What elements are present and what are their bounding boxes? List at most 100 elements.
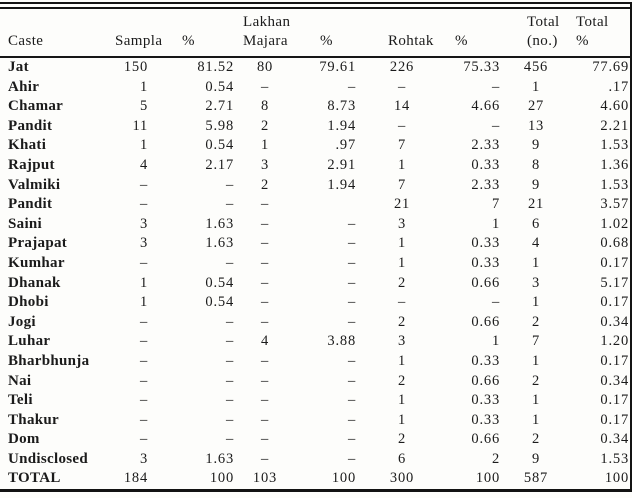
- caste-cell: Nai: [8, 372, 32, 389]
- right-edge-rule: [630, 2, 632, 492]
- value-cell: 14: [393, 98, 411, 115]
- value-cell: –: [397, 78, 407, 95]
- header-label: Caste: [8, 33, 44, 49]
- table-row: Dhanak 1 0.54 – – 2 0.66 3 5.17: [0, 274, 632, 294]
- value-cell: –: [260, 450, 270, 467]
- value-cell: 11: [132, 117, 148, 134]
- value-cell: 2: [397, 313, 407, 330]
- value-cell: 1.63: [205, 215, 234, 232]
- value-cell: 7: [397, 137, 407, 154]
- value-cell: 4: [531, 235, 541, 252]
- caste-cell: Chamar: [8, 98, 64, 115]
- header-top-line: Total: [576, 14, 609, 30]
- value-cell: 1: [491, 215, 500, 232]
- value-cell: 0.17: [600, 392, 629, 409]
- value-cell: 150: [123, 59, 148, 75]
- caste-distribution-table: Caste Sampla % Lakhan Majara % Rohtak % T…: [0, 9, 632, 489]
- value-cell: –: [347, 78, 356, 95]
- caste-cell: Jogi: [8, 313, 36, 330]
- top-double-rule: [0, 2, 632, 9]
- value-cell: 6: [397, 450, 407, 467]
- table-row: Ahir 1 0.54 – – – – 1 .17: [0, 78, 632, 98]
- value-cell: –: [225, 196, 234, 213]
- col-header-majara-pct: %: [304, 9, 372, 58]
- value-cell: 2: [260, 176, 270, 193]
- caste-cell: TOTAL: [8, 470, 61, 487]
- col-header-sampla-pct: %: [172, 9, 240, 58]
- value-cell: –: [347, 235, 356, 252]
- caste-cell: Undisclosed: [8, 450, 88, 467]
- value-cell: 21: [393, 196, 411, 213]
- value-cell: 1.36: [600, 156, 629, 173]
- value-cell: 1: [397, 235, 407, 252]
- value-cell: 3.88: [327, 333, 356, 350]
- table-row: TOTAL 184 100 103 100 300 100 587 100: [0, 469, 632, 489]
- value-cell: 0.17: [600, 254, 629, 271]
- value-cell: –: [139, 196, 148, 213]
- col-header-rohtak: Rohtak: [372, 9, 433, 58]
- value-cell: –: [491, 78, 500, 95]
- table-row: Khati 1 0.54 1 .97 7 2.33 9 1.53: [0, 136, 632, 156]
- table-row: Pandit – – – 21 7 21 3.57: [0, 195, 632, 215]
- value-cell: 9: [531, 450, 541, 467]
- value-cell: –: [347, 254, 356, 271]
- value-cell: .97: [335, 137, 356, 154]
- value-cell: –: [225, 372, 234, 389]
- value-cell: 1.53: [600, 137, 629, 154]
- caste-cell: Luhar: [8, 333, 51, 350]
- caste-cell: Ahir: [8, 78, 40, 95]
- caste-cell: Saini: [8, 215, 43, 232]
- value-cell: 1: [397, 156, 407, 173]
- caste-cell: Dhanak: [8, 274, 61, 291]
- value-cell: 9: [531, 176, 541, 193]
- caste-cell: Prajapat: [8, 235, 68, 252]
- value-cell: 9: [531, 137, 541, 154]
- value-cell: 8.73: [327, 98, 356, 115]
- value-cell: 103: [252, 470, 278, 487]
- value-cell: 0.54: [205, 78, 234, 95]
- value-cell: 1.02: [600, 215, 629, 232]
- value-cell: 2: [397, 274, 407, 291]
- value-cell: 0.54: [205, 294, 234, 311]
- value-cell: 0.33: [471, 352, 500, 369]
- value-cell: 8: [531, 156, 541, 173]
- caste-cell: Kumhar: [8, 254, 65, 271]
- value-cell: –: [225, 392, 234, 409]
- value-cell: 1: [397, 411, 407, 428]
- value-cell: 2: [491, 450, 500, 467]
- value-cell: –: [397, 117, 407, 134]
- value-cell: 6: [531, 215, 541, 232]
- value-cell: 77.69: [592, 59, 629, 75]
- value-cell: 1.63: [205, 450, 234, 467]
- caste-cell: Bharbhunja: [8, 352, 90, 369]
- caste-cell: Pandit: [8, 196, 53, 213]
- caste-cell: Dhobi: [8, 294, 49, 311]
- value-cell: [304, 195, 372, 215]
- value-cell: –: [225, 352, 234, 369]
- value-cell: 0.33: [471, 254, 500, 271]
- value-cell: 100: [331, 470, 356, 487]
- table-body: Jat 150 81.52 80 79.61 226 75.33 456 77.69 Ahir 1 0…: [0, 57, 632, 489]
- header-label: (no.): [527, 33, 558, 49]
- value-cell: –: [347, 294, 356, 311]
- value-cell: 1: [260, 137, 270, 154]
- header-label: Majara: [243, 33, 288, 49]
- value-cell: –: [139, 392, 148, 409]
- value-cell: –: [139, 254, 148, 271]
- table-row: Pandit 11 5.98 2 1.94 – – 13 2.21: [0, 117, 632, 137]
- value-cell: –: [347, 392, 356, 409]
- value-cell: 2: [531, 313, 541, 330]
- value-cell: 4: [139, 156, 148, 173]
- value-cell: 1: [491, 333, 500, 350]
- value-cell: 0.66: [471, 274, 500, 291]
- value-cell: 2: [531, 372, 541, 389]
- value-cell: –: [491, 117, 500, 134]
- value-cell: 1: [397, 352, 407, 369]
- value-cell: 3: [139, 215, 148, 232]
- table-row: Kumhar – – – – 1 0.33 1 0.17: [0, 254, 632, 274]
- value-cell: –: [347, 313, 356, 330]
- value-cell: 3: [260, 156, 270, 173]
- value-cell: 1: [397, 392, 407, 409]
- caste-cell: Dom: [8, 431, 40, 448]
- value-cell: 2.33: [471, 137, 500, 154]
